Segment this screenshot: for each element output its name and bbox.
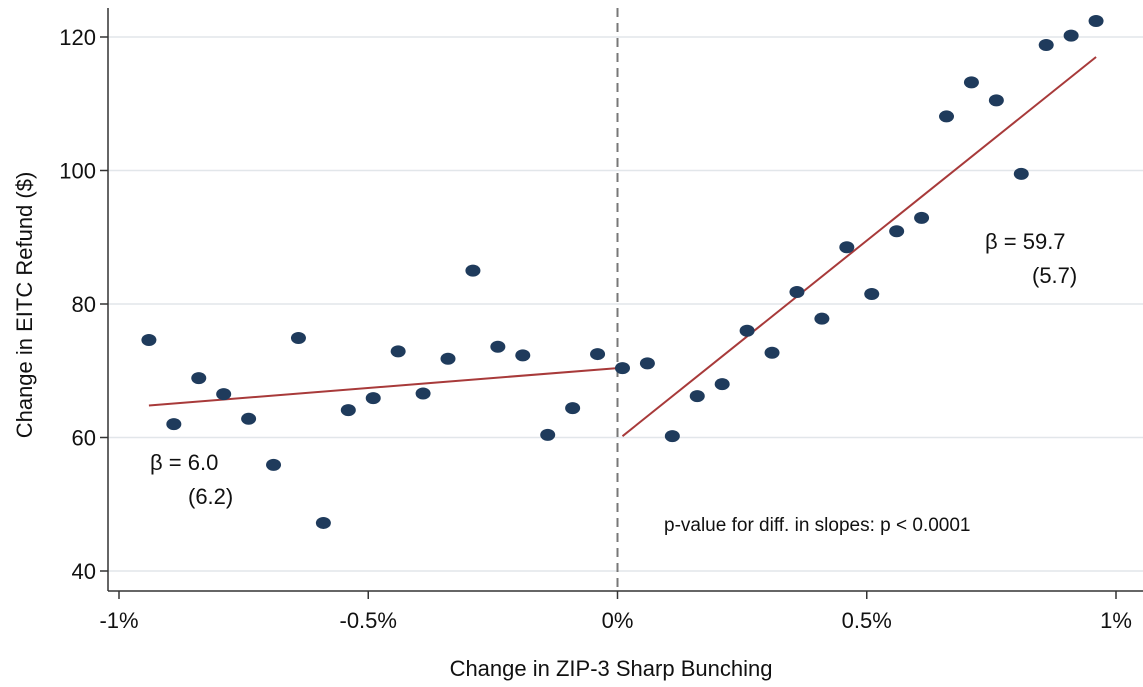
data-point [315, 516, 331, 529]
x-tick-label: 0.5% [842, 608, 892, 633]
data-point [1013, 167, 1029, 180]
y-tick-label: 120 [59, 25, 96, 50]
y-axis-title: Change in EITC Refund ($) [12, 172, 37, 439]
data-point [864, 287, 880, 300]
fit-line [621, 56, 1097, 437]
data-point [191, 372, 207, 385]
data-point [241, 412, 257, 425]
data-point [365, 392, 381, 405]
data-points [141, 14, 1104, 529]
data-point [166, 418, 182, 431]
data-point [1038, 39, 1054, 52]
axis-ticks: 40 60 80 100 120 -1% -0.5% 0% 0.5% 1% [59, 25, 1132, 633]
right-slope-annotation: β = 59.7 [985, 229, 1066, 254]
data-point [988, 94, 1004, 107]
data-point [764, 346, 780, 359]
data-point [814, 312, 830, 325]
data-point [390, 345, 406, 358]
y-tick-label: 40 [72, 559, 96, 584]
fit-line [148, 367, 618, 407]
data-point [789, 285, 805, 298]
data-point [914, 211, 930, 224]
fit-lines [148, 56, 1097, 437]
x-tick-label: 0% [602, 608, 634, 633]
left-slope-annotation: β = 6.0 [150, 450, 218, 475]
data-point [939, 110, 955, 123]
data-point [1063, 29, 1079, 42]
left-se-annotation: (6.2) [188, 484, 233, 509]
data-point [141, 334, 157, 347]
pvalue-annotation: p-value for diff. in slopes: p < 0.0001 [664, 515, 971, 536]
data-point [614, 362, 630, 375]
data-point [664, 430, 680, 443]
data-point [714, 378, 730, 391]
data-point [216, 388, 232, 401]
x-tick-label: -0.5% [340, 608, 397, 633]
y-tick-label: 60 [72, 426, 96, 451]
y-tick-label: 100 [59, 159, 96, 184]
data-point [515, 349, 531, 362]
data-point [963, 76, 979, 89]
right-se-annotation: (5.7) [1032, 263, 1077, 288]
data-point [340, 404, 356, 417]
data-point [565, 402, 581, 415]
data-point [889, 225, 905, 238]
y-tick-label: 80 [72, 292, 96, 317]
data-point [590, 348, 606, 361]
data-point [689, 390, 705, 403]
data-point [839, 241, 855, 254]
x-tick-label: -1% [99, 608, 138, 633]
data-point [465, 264, 481, 277]
data-point [739, 324, 755, 337]
grid-lines [108, 36, 1143, 572]
x-tick-label: 1% [1100, 608, 1132, 633]
data-point [415, 387, 431, 400]
data-point [490, 340, 506, 353]
data-point [290, 332, 306, 345]
x-axis-title: Change in ZIP-3 Sharp Bunching [450, 656, 773, 681]
data-point [266, 458, 282, 471]
data-point [540, 428, 556, 441]
data-point [440, 352, 456, 365]
data-point [1088, 14, 1104, 27]
data-point [639, 357, 655, 370]
